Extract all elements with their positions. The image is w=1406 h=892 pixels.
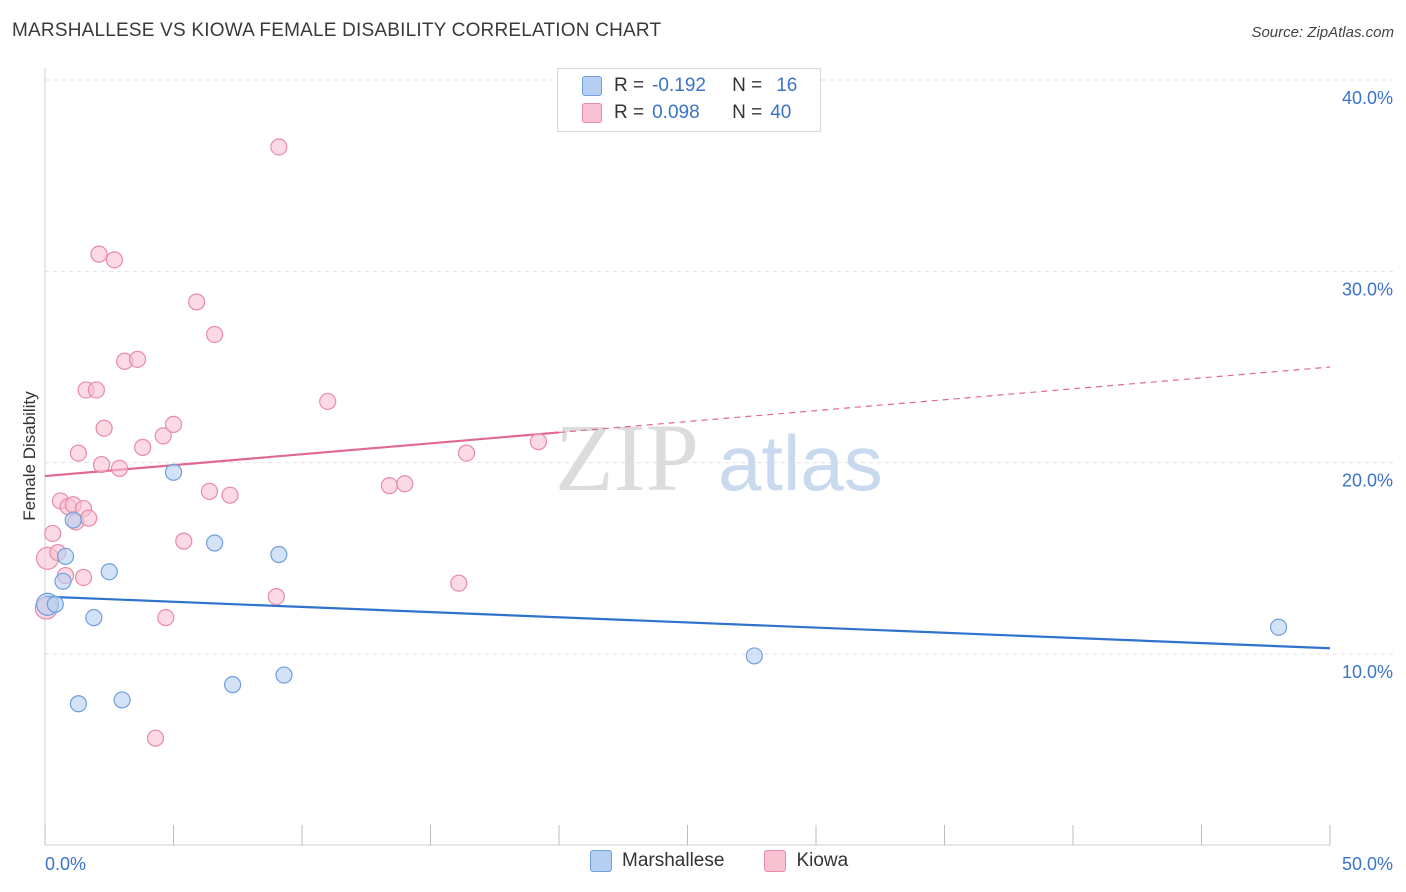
kiowa-point (157, 609, 175, 627)
marshallese-swatch (582, 76, 602, 96)
kiowa-trend-line (44, 431, 560, 478)
kiowa-point (95, 419, 113, 437)
marshallese-point (275, 666, 293, 684)
trend-lines (44, 366, 1331, 650)
kiowa-point (319, 392, 337, 411)
kiowa-point (206, 325, 224, 344)
kiowa-point (92, 455, 111, 474)
stats-legend: R = -0.192 N = 16 R = 0.098 N = 40 (557, 68, 821, 132)
marshallese-r-value: -0.192 (652, 75, 706, 96)
kiowa-swatch (582, 103, 602, 123)
legend-item-kiowa[interactable]: Kiowa (764, 850, 848, 872)
marshallese-point (100, 563, 118, 581)
r-label: R = (614, 75, 645, 96)
kiowa-point (146, 729, 165, 747)
marshallese-legend-swatch (590, 850, 612, 872)
legend-item-marshallese[interactable]: Marshallese (590, 850, 724, 872)
kiowa-point (529, 433, 548, 451)
kiowa-trend-line-extrapolated (558, 366, 1331, 434)
tick-labels: 10.0% 20.0% 30.0% 40.0% 0.0% 50.0% (45, 88, 1393, 874)
marshallese-point (224, 676, 242, 694)
r-label: R = (614, 102, 645, 123)
kiowa-legend-label: Kiowa (796, 850, 849, 871)
kiowa-point (200, 482, 219, 500)
marshallese-point (206, 534, 224, 552)
y-tick-label: 10.0% (1342, 662, 1393, 682)
legend-row-marshallese: R = -0.192 N = 16 (582, 74, 797, 98)
marshallese-n-value: 16 (776, 75, 798, 96)
kiowa-point (457, 444, 476, 462)
y-tick-label: 20.0% (1342, 471, 1393, 491)
marshallese-trend-line (44, 595, 1331, 650)
axes (44, 68, 1331, 846)
marshallese-point (113, 691, 131, 709)
kiowa-point (450, 574, 468, 592)
marshallese-point (745, 647, 763, 665)
source-label: Source: ZipAtlas.com (1251, 24, 1394, 41)
n-label: N = (732, 102, 763, 123)
kiowa-point (90, 245, 108, 263)
kiowa-point (69, 444, 88, 462)
marshallese-point (69, 695, 88, 713)
marshallese-point (85, 609, 103, 627)
kiowa-point (80, 509, 98, 527)
series-legend: Marshallese Kiowa (590, 850, 888, 872)
n-label: N = (732, 75, 763, 96)
kiowa-point (396, 475, 414, 493)
data-points (34, 138, 1288, 747)
grid-lines (45, 79, 1395, 655)
kiowa-point (110, 459, 129, 478)
y-tick-label: 40.0% (1342, 88, 1393, 108)
kiowa-point (221, 486, 239, 504)
kiowa-point (87, 381, 106, 399)
x-tick-label-max: 50.0% (1342, 854, 1393, 874)
marshallese-point (270, 545, 288, 564)
kiowa-point (188, 293, 206, 311)
legend-row-kiowa: R = 0.098 N = 40 (582, 101, 791, 125)
kiowa-legend-swatch (764, 850, 787, 872)
kiowa-point (74, 568, 93, 587)
kiowa-point (164, 415, 183, 433)
kiowa-point (44, 524, 62, 543)
marshallese-point (164, 463, 183, 481)
kiowa-point (154, 427, 172, 445)
marshallese-point (56, 547, 75, 566)
kiowa-point (175, 532, 193, 550)
chart-title: MARSHALLESE VS KIOWA FEMALE DISABILITY C… (12, 20, 662, 41)
watermark-zip: ZIP (555, 404, 699, 511)
kiowa-point (105, 251, 123, 269)
marshallese-point (46, 595, 64, 613)
marshallese-point (54, 572, 72, 590)
marshallese-legend-label: Marshallese (622, 850, 725, 871)
kiowa-point (128, 350, 147, 368)
watermark: ZIP atlas (555, 404, 883, 511)
y-tick-label: 30.0% (1342, 279, 1393, 299)
kiowa-point (267, 587, 285, 606)
kiowa-point (270, 138, 288, 156)
x-tick-label-min: 0.0% (45, 854, 86, 874)
kiowa-n-value: 40 (770, 102, 792, 123)
kiowa-point (380, 477, 398, 495)
y-axis-label: Female Disability (20, 391, 39, 521)
marshallese-point (64, 511, 82, 529)
watermark-atlas: atlas (718, 419, 883, 507)
kiowa-point (134, 438, 152, 456)
marshallese-point (1269, 618, 1288, 636)
kiowa-r-value: 0.098 (652, 102, 700, 123)
